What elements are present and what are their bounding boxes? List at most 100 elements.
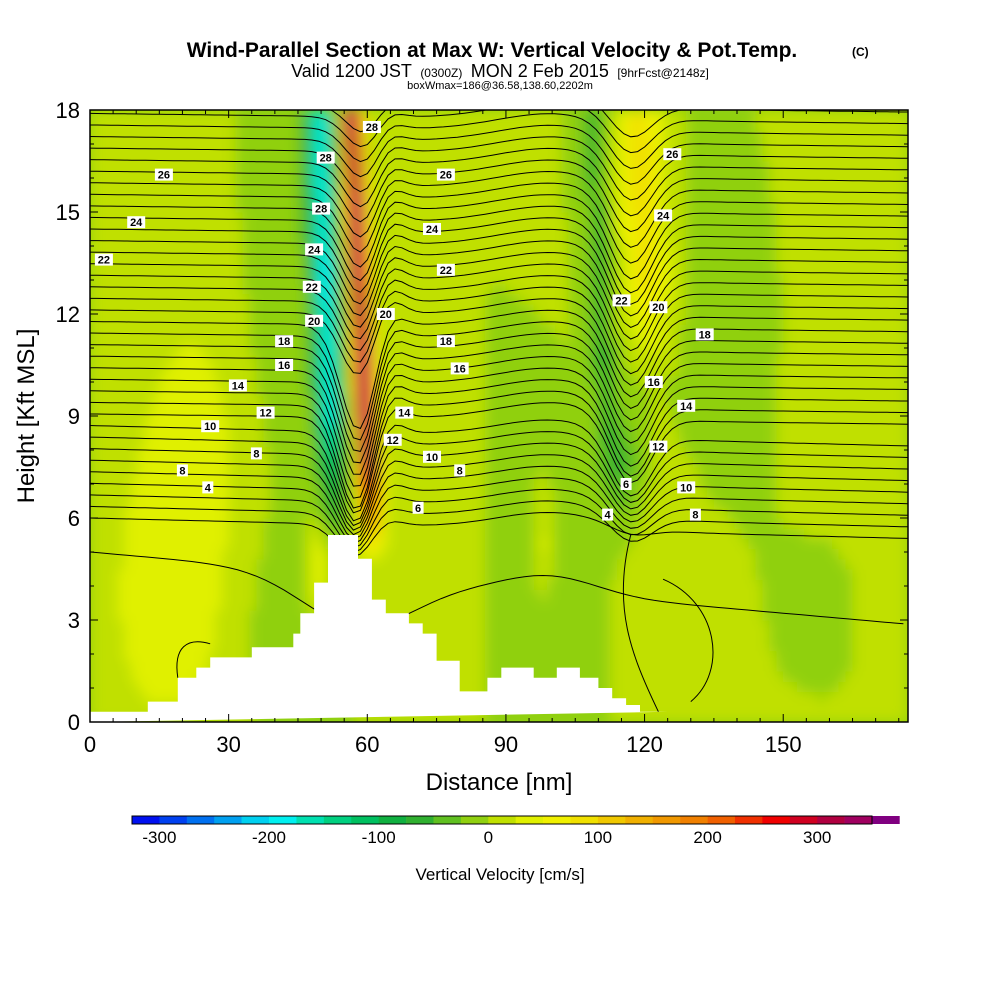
velocity-cell	[741, 701, 750, 713]
velocity-cell	[103, 599, 112, 611]
velocity-cell	[145, 334, 153, 346]
velocity-cell	[110, 436, 119, 448]
velocity-cell	[96, 518, 105, 529]
velocity-cell	[263, 477, 271, 488]
velocity-cell	[880, 303, 888, 315]
velocity-cell	[810, 324, 819, 335]
velocity-cell	[110, 701, 119, 713]
velocity-cell	[96, 477, 105, 488]
velocity-cell	[353, 334, 361, 346]
velocity-cell	[623, 314, 632, 325]
velocity-cell	[720, 681, 729, 692]
velocity-cell	[596, 589, 604, 601]
velocity-cell	[103, 681, 112, 692]
velocity-cell	[533, 446, 542, 458]
velocity-cell	[810, 456, 819, 468]
velocity-cell	[547, 334, 556, 346]
velocity-cell	[568, 569, 576, 580]
velocity-cell	[422, 467, 431, 478]
velocity-cell	[637, 691, 646, 703]
velocity-cell	[249, 416, 257, 427]
velocity-cell	[124, 314, 133, 325]
velocity-cell	[277, 569, 285, 580]
velocity-cell	[852, 324, 861, 335]
velocity-cell	[443, 538, 452, 550]
velocity-cell	[665, 701, 673, 713]
velocity-cell	[873, 487, 881, 499]
velocity-cell	[533, 609, 542, 621]
velocity-cell	[817, 548, 826, 560]
velocity-cell	[207, 569, 216, 580]
velocity-cell	[582, 314, 590, 325]
velocity-cell	[214, 467, 223, 478]
velocity-cell	[831, 579, 840, 590]
velocity-cell	[117, 416, 126, 427]
velocity-cell	[408, 528, 417, 539]
velocity-cell	[887, 599, 895, 611]
velocity-cell	[207, 599, 216, 611]
velocity-cell	[422, 303, 431, 315]
velocity-cell	[228, 436, 237, 448]
velocity-cell	[471, 334, 479, 346]
velocity-cell	[353, 375, 361, 386]
velocity-cell	[457, 456, 465, 468]
velocity-cell	[131, 426, 140, 437]
velocity-cell	[263, 324, 271, 335]
velocity-cell	[200, 609, 209, 621]
velocity-cell	[291, 446, 299, 458]
velocity-cell	[505, 405, 514, 417]
velocity-cell	[623, 334, 632, 346]
velocity-cell	[242, 599, 251, 611]
velocity-cell	[311, 354, 320, 366]
velocity-cell	[894, 528, 902, 539]
velocity-cell	[339, 334, 348, 346]
velocity-cell	[665, 365, 673, 376]
velocity-cell	[554, 467, 562, 478]
velocity-cell	[568, 711, 576, 722]
velocity-cell	[727, 497, 736, 509]
velocity-cell	[783, 558, 791, 570]
velocity-cell	[443, 507, 452, 519]
velocity-cell	[741, 620, 750, 631]
velocity-cell	[540, 671, 549, 682]
velocity-cell	[464, 548, 472, 560]
velocity-cell	[214, 507, 223, 519]
velocity-cell	[644, 467, 653, 478]
velocity-cell	[609, 324, 618, 335]
velocity-cell	[242, 630, 251, 641]
velocity-cell	[512, 436, 521, 448]
velocity-cell	[242, 497, 251, 509]
velocity-cell	[582, 579, 590, 590]
velocity-cell	[533, 416, 542, 427]
velocity-cell	[672, 334, 680, 346]
velocity-cell	[401, 395, 410, 407]
velocity-cell	[623, 426, 632, 437]
velocity-cell	[401, 569, 410, 580]
velocity-cell	[485, 518, 493, 529]
velocity-cell	[436, 609, 445, 621]
velocity-cell	[859, 518, 867, 529]
velocity-cell	[540, 354, 549, 366]
velocity-cell	[422, 395, 431, 407]
velocity-cell	[866, 293, 874, 305]
velocity-cell	[852, 456, 861, 468]
velocity-cell	[561, 487, 569, 499]
velocity-cell	[291, 283, 299, 295]
velocity-cell	[401, 436, 410, 448]
velocity-cell	[706, 579, 715, 590]
velocity-cell	[422, 548, 431, 560]
velocity-cell	[894, 416, 902, 427]
velocity-cell	[193, 405, 202, 417]
velocity-cell	[200, 558, 209, 570]
velocity-cell	[138, 344, 147, 356]
velocity-cell	[824, 426, 833, 437]
velocity-cell	[547, 375, 556, 386]
velocity-cell	[679, 456, 687, 468]
velocity-cell	[117, 671, 126, 682]
velocity-cell	[810, 548, 819, 560]
velocity-cell	[200, 456, 209, 468]
velocity-cell	[325, 303, 334, 315]
velocity-cell	[173, 518, 181, 529]
velocity-cell	[665, 691, 673, 703]
velocity-cell	[360, 467, 368, 478]
